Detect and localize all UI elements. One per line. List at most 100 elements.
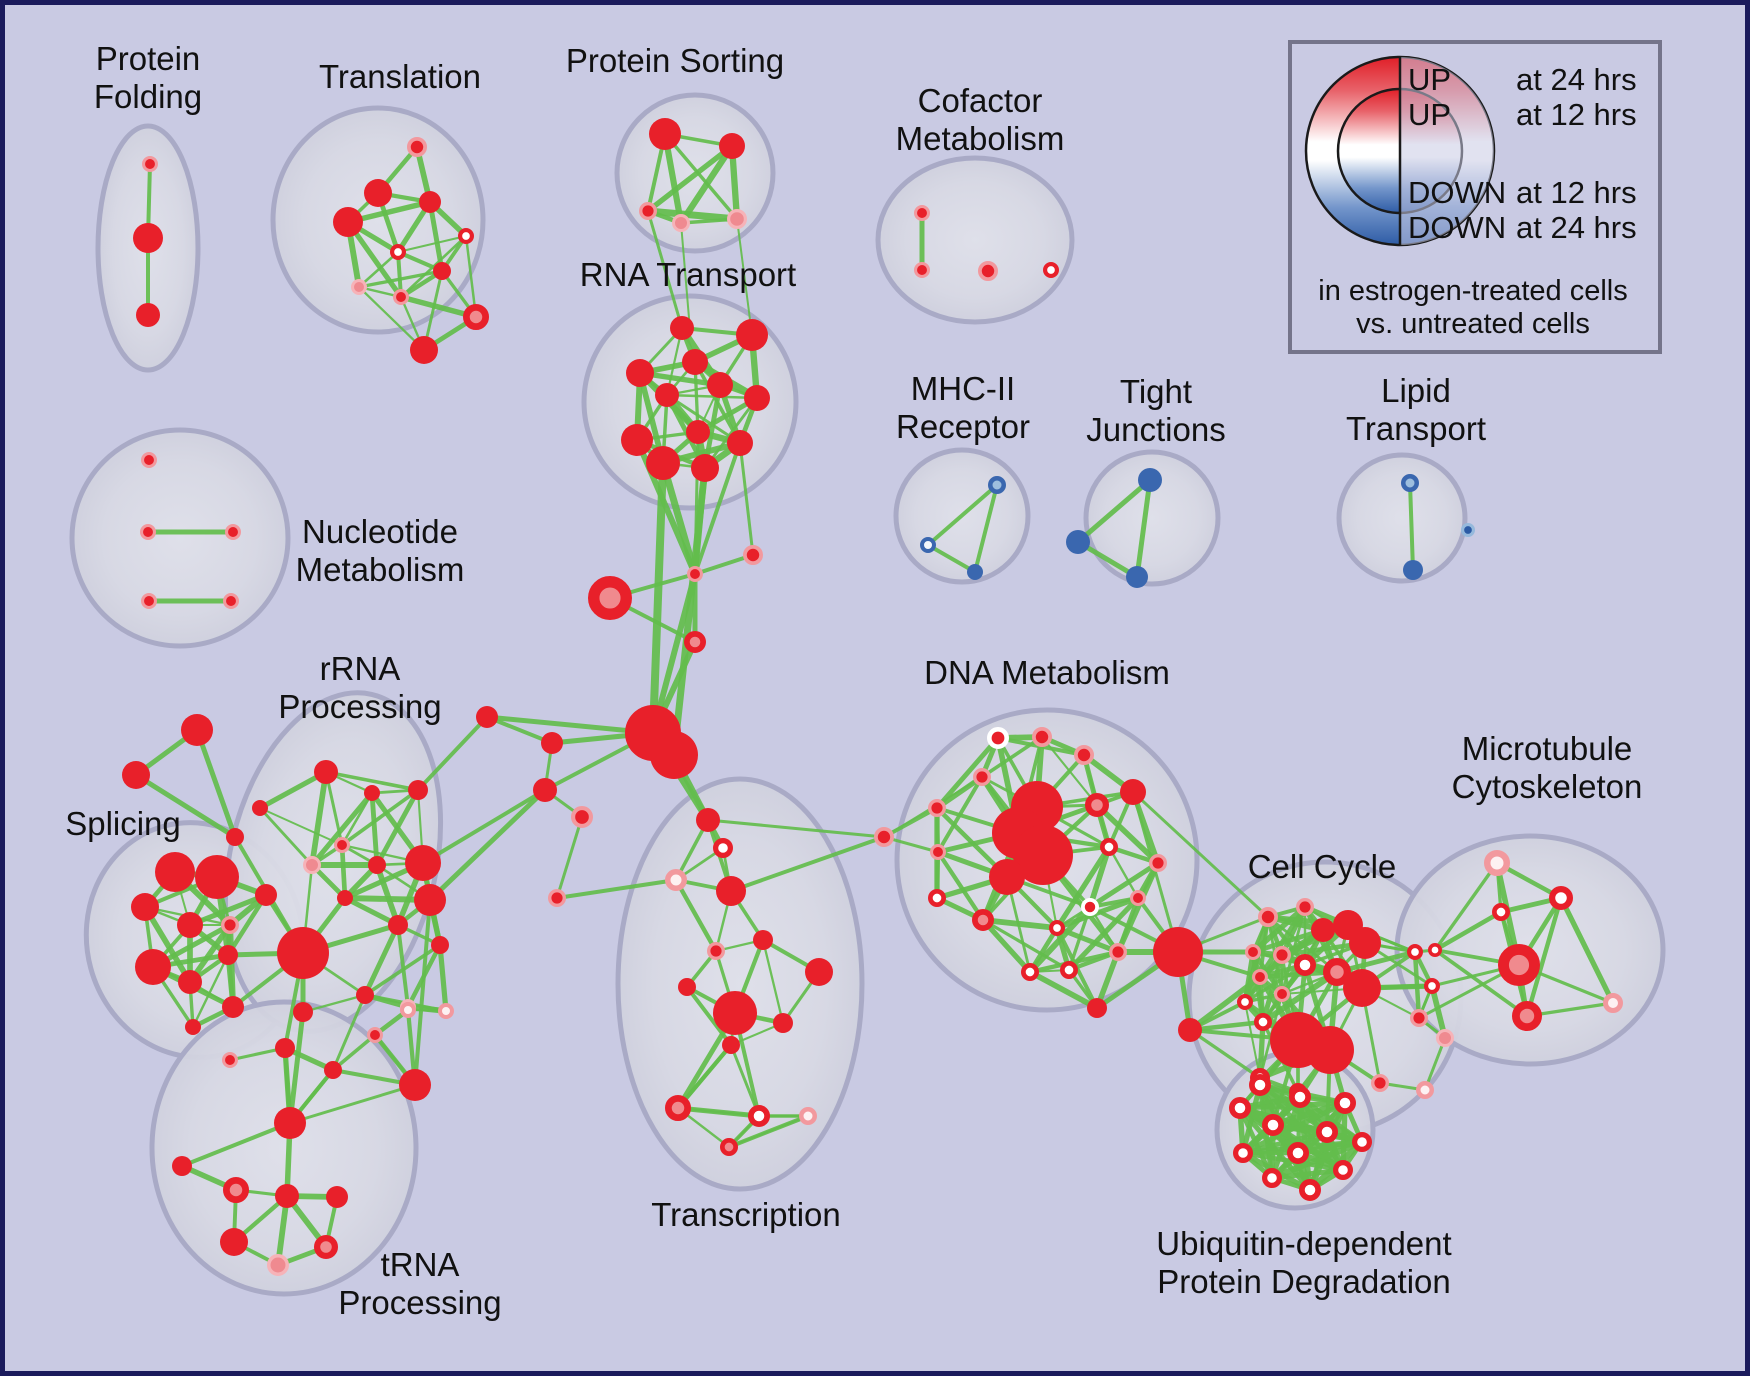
edge-ubiquitin-degradation: [1269, 1167, 1346, 1181]
edge-dna-metabolism: [980, 917, 1060, 931]
edge-translation: [357, 285, 426, 352]
edge-bridge: [413, 898, 432, 1087]
edge-bridge: [973, 483, 999, 574]
gene-node-microtubule-cytoskeleton: [1548, 885, 1573, 910]
gene-node-transcription: [707, 942, 726, 961]
edge-cell-cycle: [1260, 969, 1340, 1025]
gene-node-cofactor-metabolism: [1042, 261, 1059, 278]
gene-node-cell-cycle: [1406, 944, 1423, 961]
legend-faded-half: [1400, 57, 1494, 245]
edge-rrna-processing: [309, 769, 329, 868]
gene-node-splicing: [185, 1019, 201, 1035]
cluster-label-splicing: Splicing: [65, 805, 181, 842]
gene-node-transcription: [753, 930, 773, 950]
gene-node-connector: [874, 827, 895, 848]
cluster-ellipse-nucleotide-metabolism: [69, 427, 291, 649]
edge-rrna-processing: [437, 942, 449, 1014]
gene-node-tight-junctions: [1138, 468, 1162, 492]
edge-bridge: [133, 772, 238, 840]
gene-node-connector: [687, 566, 704, 583]
gene-node-mhc-ii-receptor: [988, 476, 1006, 494]
gene-node-nucleotide-metabolism: [140, 524, 157, 541]
legend-time-2: at 12 hrs: [1516, 175, 1637, 210]
gene-node-rrna-processing: [356, 986, 374, 1004]
gene-node-nucleotide-metabolism: [141, 593, 158, 610]
gene-node-translation: [419, 191, 441, 213]
cluster-ellipse-lipid-transport: [1336, 452, 1468, 584]
legend-direction-0: UP: [1408, 62, 1451, 97]
gene-node-connector: [541, 732, 563, 754]
edge-translation: [357, 269, 444, 289]
cluster-ellipse-cofactor-metabolism: [875, 155, 1075, 325]
gene-node-ubiquitin-degradation: [1298, 1178, 1321, 1201]
gene-node-microtubule-cytoskeleton: [1484, 850, 1510, 876]
cluster-label-protein-folding: Folding: [94, 78, 202, 115]
cluster-label-protein-folding: Protein: [96, 40, 201, 77]
gene-node-translation: [433, 262, 451, 280]
gene-node-ubiquitin-degradation: [1248, 1073, 1271, 1096]
gene-node-cell-cycle: [1253, 1013, 1272, 1032]
edge-bridge: [646, 209, 684, 330]
edge-translation: [464, 234, 478, 319]
cluster-label-microtubule-cytoskeleton: Microtubule: [1462, 730, 1633, 767]
cluster-label-lipid-transport: Transport: [1346, 410, 1486, 447]
gene-node-translation: [392, 288, 409, 305]
gene-node-rna-transport: [682, 349, 708, 375]
gene-node-dna-metabolism: [1087, 998, 1107, 1018]
cluster-label-protein-sorting: Protein Sorting: [566, 42, 784, 79]
gene-node-rrna-processing: [405, 845, 441, 881]
legend-footer-line-0: in estrogen-treated cells: [1318, 275, 1628, 307]
edge-bridge: [180, 1121, 292, 1168]
gene-node-translation: [333, 207, 363, 237]
gene-node-splicing: [195, 855, 239, 899]
edge-bridge: [416, 715, 489, 792]
edge-microtubule-cytoskeleton: [1433, 861, 1499, 952]
edge-rrna-processing: [301, 993, 367, 1014]
gene-node-protein-folding: [136, 303, 160, 327]
gene-node-dna-metabolism: [930, 844, 947, 861]
gene-node-transcription: [713, 991, 757, 1035]
edge-bridge: [287, 1009, 306, 1126]
edge-trna-processing: [331, 1033, 377, 1072]
gene-node-dna-metabolism: [1032, 727, 1053, 748]
edge-dna-metabolism: [1087, 860, 1161, 910]
gene-node-dna-metabolism: [1148, 854, 1167, 873]
cluster-label-ubiquitin-degradation: Protein Degradation: [1157, 1263, 1451, 1300]
edge-dna-metabolism: [981, 918, 1071, 972]
gene-node-trna-processing: [313, 1234, 338, 1259]
gene-node-tight-junctions: [1126, 566, 1148, 588]
gene-node-transcription: [665, 1095, 692, 1122]
gene-node-trna-processing: [400, 1002, 416, 1018]
edge-rrna-processing: [362, 922, 401, 998]
edge-bridge: [1131, 790, 1270, 919]
gene-node-transcription: [747, 1104, 770, 1127]
gene-node-connector: [181, 714, 213, 746]
cluster-label-mhc-ii-receptor: Receptor: [896, 408, 1030, 445]
gene-node-translation: [457, 228, 474, 245]
gene-node-transcription: [799, 1107, 817, 1125]
gene-node-dna-metabolism: [1120, 779, 1146, 805]
gene-node-protein-folding: [142, 156, 159, 173]
edge-bridge: [693, 553, 755, 576]
gene-node-cell-cycle: [1436, 1029, 1454, 1047]
gene-node-dna-metabolism: [1013, 825, 1073, 885]
gene-node-rrna-processing: [303, 856, 321, 874]
gene-node-rrna-processing: [337, 890, 353, 906]
gene-node-trna-processing: [222, 1052, 239, 1069]
gene-node-splicing: [177, 912, 203, 938]
edge-bridge: [427, 787, 548, 903]
gene-node-splicing: [135, 949, 171, 985]
gene-node-cell-cycle: [1306, 1026, 1354, 1074]
gene-node-cell-cycle: [1349, 927, 1381, 959]
edge-transcription: [761, 938, 785, 1025]
edge-bridge: [675, 1105, 762, 1119]
edge-bridge: [555, 878, 678, 900]
edge-rrna-processing: [374, 862, 401, 928]
edge-bridge: [926, 543, 977, 574]
edge-rrna-processing: [309, 790, 375, 868]
gene-node-cell-cycle: [1295, 898, 1314, 917]
gene-node-transcription: [773, 1013, 793, 1033]
gene-node-ubiquitin-degradation: [1286, 1141, 1309, 1164]
